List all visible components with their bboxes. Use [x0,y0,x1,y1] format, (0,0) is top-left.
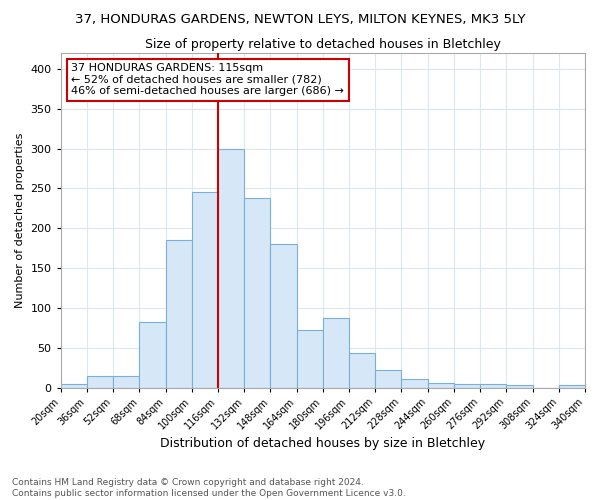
Bar [480,384,506,388]
Text: 37, HONDURAS GARDENS, NEWTON LEYS, MILTON KEYNES, MK3 5LY: 37, HONDURAS GARDENS, NEWTON LEYS, MILTO… [75,12,525,26]
Bar [87,376,113,388]
Bar [218,148,244,388]
X-axis label: Distribution of detached houses by size in Bletchley: Distribution of detached houses by size … [160,437,485,450]
Bar [428,382,454,388]
Bar [244,198,271,388]
Bar [454,384,480,388]
Title: Size of property relative to detached houses in Bletchley: Size of property relative to detached ho… [145,38,501,51]
Bar [166,240,192,388]
Y-axis label: Number of detached properties: Number of detached properties [15,132,25,308]
Bar [349,354,375,388]
Bar [192,192,218,388]
Bar [113,376,139,388]
Bar [559,385,585,388]
Text: Contains HM Land Registry data © Crown copyright and database right 2024.
Contai: Contains HM Land Registry data © Crown c… [12,478,406,498]
Text: 37 HONDURAS GARDENS: 115sqm
← 52% of detached houses are smaller (782)
46% of se: 37 HONDURAS GARDENS: 115sqm ← 52% of det… [71,63,344,96]
Bar [271,244,296,388]
Bar [375,370,401,388]
Bar [296,330,323,388]
Bar [323,318,349,388]
Bar [139,322,166,388]
Bar [401,378,428,388]
Bar [506,385,533,388]
Bar [61,384,87,388]
